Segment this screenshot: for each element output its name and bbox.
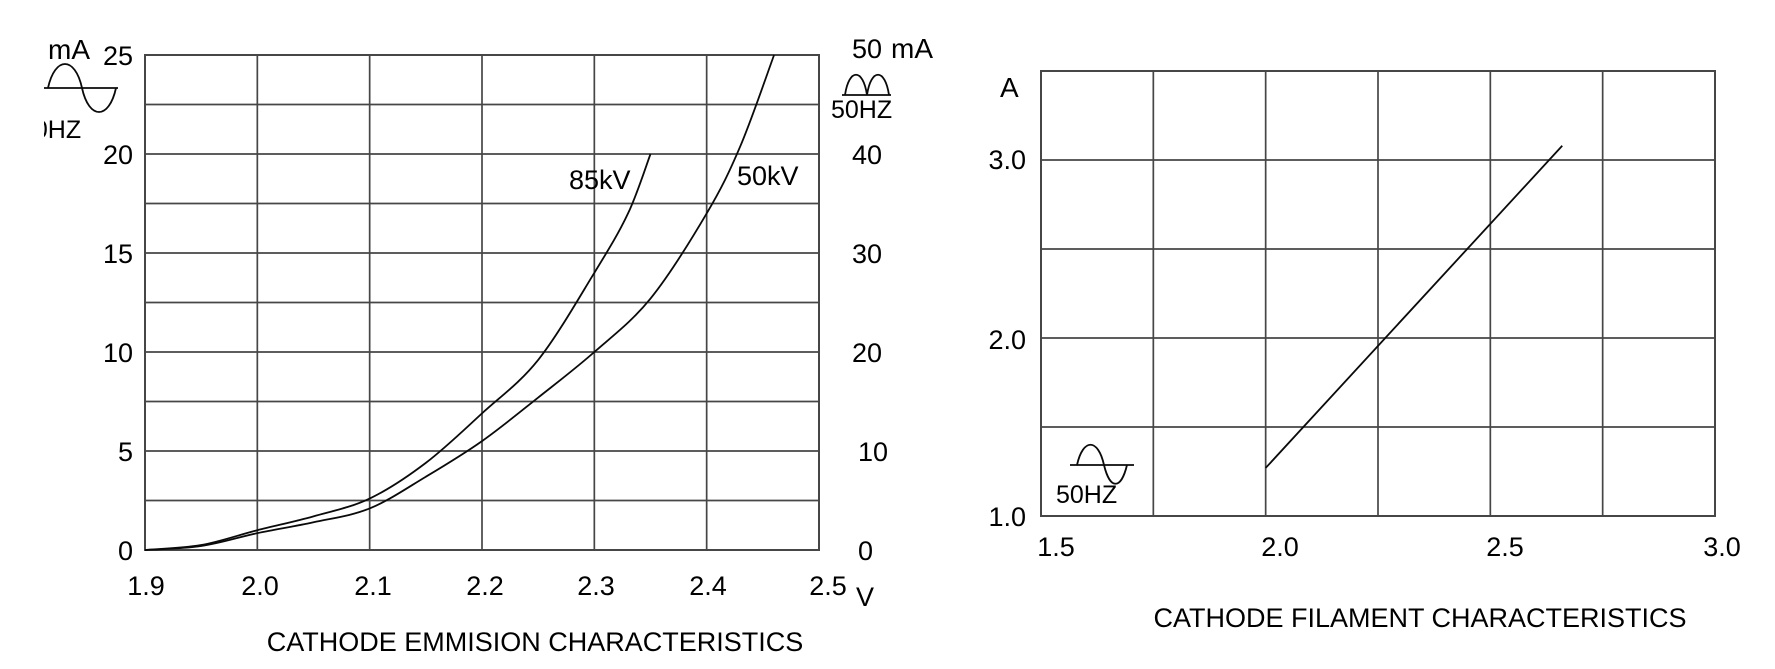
series-curve-50kV (144, 54, 775, 551)
emission-right-axis-unit: mA (891, 33, 933, 64)
curve-label-50kV: 50kV (737, 161, 799, 191)
filament-x-tick-3.0: 3.0 (1703, 532, 1741, 562)
filament-x-tick-2.0: 2.0 (1261, 532, 1299, 562)
series-curve-filament-current (1265, 145, 1563, 469)
plot-border (1040, 70, 1716, 517)
filament-chart-title: CATHODE FILAMENT CHARACTERISTICS (1153, 603, 1687, 633)
emission-left-tick-20: 20 (102, 140, 133, 170)
emission-right-waveform-label: 50HZ (831, 96, 893, 124)
filament-waveform-label: 50HZ (1056, 481, 1118, 509)
filament-chart-grid (1040, 70, 1716, 517)
emission-x-tick-2.4: 2.4 (689, 571, 727, 601)
series-curve-85kV (144, 153, 652, 551)
emission-right-tick-30: 30 (852, 239, 883, 269)
plot-border (144, 54, 820, 551)
emission-x-tick-2.5: 2.5 (809, 571, 847, 601)
filament-y-tick-3.0: 3.0 (988, 145, 1026, 175)
filament-y-axis-unit: A (1000, 72, 1019, 103)
curve-label-85kV: 85kV (569, 165, 631, 195)
emission-right-tick-20: 20 (852, 338, 883, 368)
full-wave-rectified-icon (842, 74, 891, 96)
emission-x-tick-2.3: 2.3 (577, 571, 615, 601)
emission-chart-title: CATHODE EMMISION CHARACTERISTICS (266, 627, 804, 657)
emission-x-axis-unit: V (856, 582, 875, 612)
emission-left-tick-10: 10 (102, 338, 133, 368)
emission-chart-grid (144, 54, 820, 551)
emission-right-tick-0: 0 (858, 536, 874, 566)
emission-x-tick-2.2: 2.2 (466, 571, 504, 601)
filament-y-tick-2.0: 2.0 (988, 325, 1026, 355)
emission-left-tick-0: 0 (117, 536, 133, 566)
emission-left-tick-15: 15 (102, 239, 133, 269)
emission-left-tick-25: 25 (102, 41, 133, 71)
emission-right-tick-10: 10 (858, 437, 889, 467)
sine-wave-icon (44, 63, 118, 113)
filament-y-tick-1.0: 1.0 (988, 502, 1026, 532)
emission-x-tick-1.9: 1.9 (127, 571, 165, 601)
emission-chart-curves (144, 54, 775, 551)
emission-left-waveform-label-clipped: 50HZ (44, 118, 82, 144)
emission-right-tick-40: 40 (852, 140, 883, 170)
emission-left-tick-5: 5 (117, 437, 133, 467)
emission-x-tick-2.1: 2.1 (354, 571, 392, 601)
sine-wave-icon (1070, 444, 1134, 485)
emission-right-tick-50: 50 (852, 34, 883, 64)
filament-chart-line (1265, 145, 1563, 469)
filament-x-tick-2.5: 2.5 (1486, 532, 1524, 562)
emission-x-tick-2.0: 2.0 (241, 571, 279, 601)
filament-x-tick-1.5: 1.5 (1037, 532, 1075, 562)
emission-left-axis-unit: mA (48, 34, 90, 65)
